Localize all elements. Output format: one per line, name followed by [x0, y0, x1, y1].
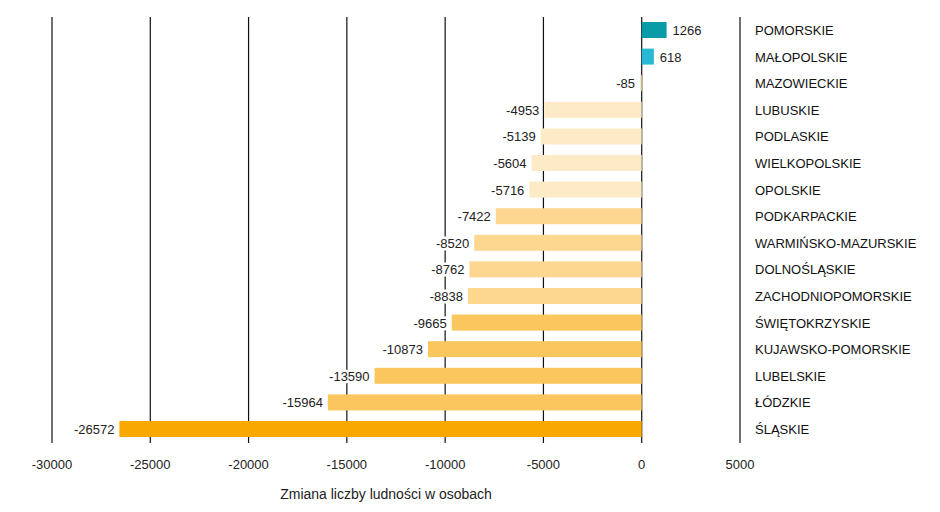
- tick-label: -5000: [527, 457, 560, 472]
- data-label: -5139: [502, 129, 535, 144]
- bar: [428, 341, 642, 357]
- category-label: ŚLĄSKIE: [755, 422, 810, 437]
- category-label: KUJAWSKO-POMORSKIE: [755, 342, 911, 357]
- data-label: -8520: [436, 236, 469, 251]
- bar: [541, 128, 642, 144]
- bars: [119, 22, 666, 437]
- tick-label: -15000: [327, 457, 367, 472]
- x-axis-title: Zmiana liczby ludności w osobach: [280, 486, 492, 502]
- bar: [529, 182, 641, 198]
- bar: [469, 261, 641, 277]
- category-label: ŁÓDZKIE: [755, 395, 811, 410]
- data-label: -4953: [506, 103, 539, 118]
- category-label: POMORSKIE: [755, 23, 834, 38]
- grid-line: [51, 17, 52, 443]
- data-label: -9665: [413, 316, 446, 331]
- category-label: ŚWIĘTOKRZYSKIE: [755, 316, 871, 331]
- chart: -30000 -25000 -20000 -15000 -10000 -5000 0 5000…: [0, 0, 940, 512]
- category-label: DOLNOŚLĄSKIE: [755, 262, 856, 277]
- data-label: -8762: [431, 262, 464, 277]
- x-ticks: -30000 -25000 -20000 -15000 -10000 -5000 0 5000: [32, 457, 755, 472]
- category-label: LUBUSKIE: [755, 103, 820, 118]
- bar: [119, 421, 641, 437]
- category-label: PODLASKIE: [755, 129, 829, 144]
- data-label: -5604: [493, 156, 526, 171]
- data-label: -15964: [282, 395, 322, 410]
- bar: [496, 208, 642, 224]
- bar: [474, 235, 641, 251]
- data-label: -5716: [491, 183, 524, 198]
- data-label: -13590: [329, 369, 369, 384]
- grid-line: [150, 17, 151, 443]
- bar: [532, 155, 642, 171]
- bar: [544, 102, 641, 118]
- data-label: -8838: [430, 289, 463, 304]
- tick-label: 0: [638, 457, 645, 472]
- bar: [468, 288, 642, 304]
- bar: [640, 75, 642, 91]
- category-label: MAŁOPOLSKIE: [755, 50, 848, 65]
- data-label: -7422: [458, 209, 491, 224]
- category-label: WARMIŃSKO-MAZURSKIE: [755, 236, 917, 251]
- tick-label: -25000: [130, 457, 170, 472]
- bar: [375, 368, 642, 384]
- tick-label: -20000: [228, 457, 268, 472]
- category-label: PODKARPACKIE: [755, 209, 857, 224]
- category-label: ZACHODNIOPOMORSKIE: [755, 289, 912, 304]
- grid-line: [248, 17, 249, 443]
- data-label: 618: [660, 50, 682, 65]
- data-label: -10873: [382, 342, 422, 357]
- bar: [642, 22, 667, 38]
- bar: [642, 49, 654, 65]
- tick-label: 5000: [726, 457, 755, 472]
- data-labels: 1266 618 -85 -4953 -5139 -5604 -5716-7422 -8520…: [74, 23, 702, 437]
- grid-line: [739, 17, 740, 443]
- data-label: -85: [616, 76, 635, 91]
- category-labels: POMORSKIE MAŁOPOLSKIE MAZOWIECKIE LUBUSKIE P…: [755, 23, 917, 437]
- bar: [452, 315, 642, 331]
- data-label: -26572: [74, 422, 114, 437]
- data-label: 1266: [673, 23, 702, 38]
- category-label: WIELKOPOLSKIE: [755, 156, 862, 171]
- grid: [52, 17, 740, 443]
- category-label: MAZOWIECKIE: [755, 76, 848, 91]
- tick-label: -30000: [32, 457, 72, 472]
- bar: [328, 394, 642, 410]
- category-label: OPOLSKIE: [755, 183, 821, 198]
- tick-label: -10000: [425, 457, 465, 472]
- category-label: LUBELSKIE: [755, 369, 826, 384]
